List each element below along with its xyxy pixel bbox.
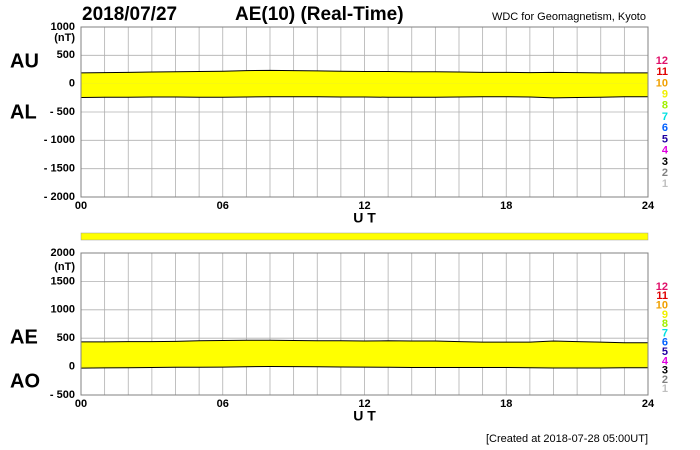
unit-label: (nT): [54, 32, 75, 44]
y-tick-label: - 1000: [44, 134, 75, 146]
chart-title: AE(10) (Real-Time): [235, 4, 404, 25]
x-tick-label: 18: [500, 200, 512, 212]
legend-label: 7: [662, 111, 668, 123]
y-tick-label: 500: [57, 332, 75, 344]
y-tick-label: - 500: [50, 106, 75, 118]
area: [81, 70, 648, 84]
y-tick-label: - 1500: [44, 163, 75, 175]
x-tick-label: 12: [358, 398, 370, 410]
series-label: AO: [10, 370, 40, 392]
x-tick-label: 18: [500, 398, 512, 410]
legend-label: 8: [662, 100, 668, 112]
series-label: AL: [10, 101, 37, 123]
plot-frame: [80, 26, 649, 198]
legend-label: 9: [662, 309, 668, 321]
x-tick-label: 24: [642, 200, 655, 212]
legend-label: 5: [662, 133, 668, 145]
legend-label: 7: [662, 327, 668, 339]
y-tick-label: - 2000: [44, 191, 75, 203]
legend-label: 1: [662, 178, 668, 190]
legend-label: 10: [656, 299, 668, 311]
legend-label: 6: [662, 122, 668, 134]
footer: [Created at 2018-07-28 05:00UT]: [486, 433, 648, 445]
area: [81, 340, 648, 367]
legend-label: 9: [662, 89, 668, 101]
plot-frame: [80, 252, 649, 396]
legend-label: 3: [662, 365, 668, 377]
x-tick-label: 00: [75, 398, 87, 410]
x-tick-label: 24: [642, 398, 655, 410]
y-tick-label: 500: [57, 49, 75, 61]
legend-label: 12: [656, 55, 668, 67]
legend-label: 1: [662, 383, 668, 395]
legend-label: 10: [656, 77, 668, 89]
legend-label: 3: [662, 156, 668, 168]
series-label: AE: [10, 326, 38, 348]
legend-label: 5: [662, 346, 668, 358]
y-tick-label: 1000: [51, 21, 75, 33]
x-axis-label: U T: [353, 210, 376, 226]
legend-label: 2: [662, 374, 668, 386]
legend-label: 11: [656, 290, 668, 302]
y-tick-label: 0: [69, 78, 75, 90]
y-tick-label: - 500: [50, 389, 75, 401]
y-tick-label: 0: [69, 361, 75, 373]
x-tick-label: 06: [217, 398, 229, 410]
legend-label: 4: [662, 355, 669, 367]
coverage-bar: [80, 232, 649, 241]
series-label: AU: [10, 50, 39, 72]
x-axis-label: U T: [353, 408, 376, 424]
legend-label: 12: [656, 281, 668, 293]
source: WDC for Geomagnetism, Kyoto: [492, 11, 646, 23]
line: [80, 69, 648, 74]
x-tick-label: 06: [217, 200, 229, 212]
y-tick-label: 1500: [51, 275, 75, 287]
line: [80, 96, 648, 99]
x-tick-label: 12: [358, 200, 370, 212]
line: [80, 365, 648, 369]
legend-label: 4: [662, 145, 669, 157]
legend-label: 11: [656, 66, 668, 78]
line: [81, 339, 648, 344]
unit-label: (nT): [54, 261, 75, 273]
area: [81, 83, 648, 98]
x-tick-label: 00: [75, 200, 87, 212]
legend-label: 6: [662, 337, 668, 349]
legend-label: 8: [662, 318, 668, 330]
legend-label: 2: [662, 167, 668, 179]
y-tick-label: 2000: [51, 247, 75, 259]
date: 2018/07/27: [82, 4, 177, 25]
y-tick-label: 1000: [51, 304, 75, 316]
